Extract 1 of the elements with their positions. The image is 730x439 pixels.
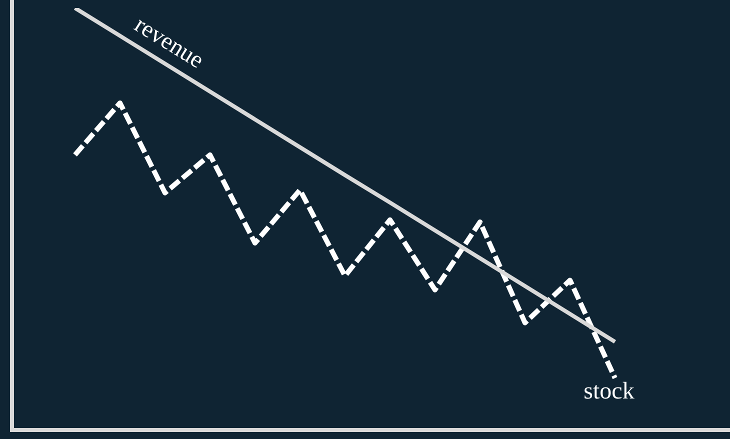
series-label: stock [584, 378, 634, 404]
